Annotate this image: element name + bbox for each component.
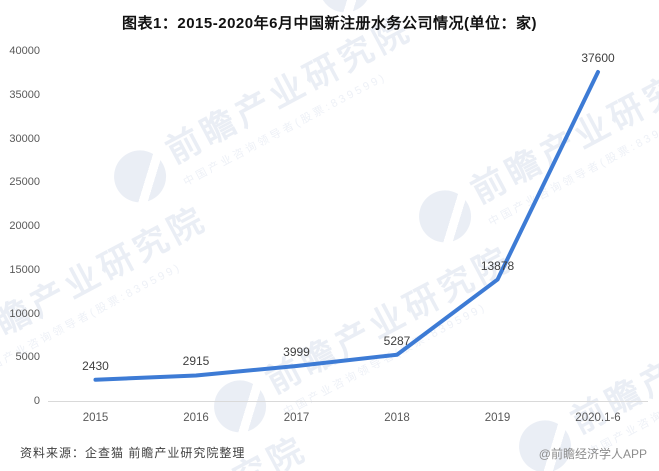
y-axis-tick-label: 5000: [15, 351, 40, 364]
source-note: 资料来源：企查猫 前瞻产业研究院整理: [20, 446, 246, 460]
data-point-label: 2430: [82, 358, 109, 373]
y-axis-tick-label: 30000: [9, 132, 40, 145]
data-line: [93, 70, 600, 382]
x-axis-tick-label: 2015: [82, 412, 109, 424]
x-axis-tick-label: 2019: [484, 412, 511, 424]
data-point-label: 37600: [581, 51, 615, 65]
y-axis-tick-label: 35000: [9, 88, 40, 101]
data-point-label: 3999: [283, 345, 310, 359]
credit-note: @前瞻经济学人APP: [538, 447, 647, 461]
x-axis-tick-label: 2016: [183, 412, 209, 424]
data-point-label: 5287: [383, 333, 411, 348]
x-axis-tick-label: 2017: [283, 412, 310, 424]
y-axis-tick-label: 25000: [9, 176, 40, 189]
x-axis-line: [48, 401, 648, 402]
y-axis-tick-label: 0: [33, 395, 40, 407]
y-axis-tick-label: 20000: [9, 220, 40, 232]
data-point-label: 13878: [480, 258, 515, 273]
x-axis-tick-label: 2018: [384, 412, 410, 424]
data-point-label: 2915: [182, 354, 210, 369]
y-axis-tick-label: 40000: [9, 45, 40, 57]
chart-title: 图表1：2015-2020年6月中国新注册水务公司情况(单位：家): [122, 15, 537, 32]
y-axis-tick-label: 15000: [9, 263, 40, 276]
y-axis-tick-label: 10000: [9, 307, 40, 320]
x-axis-tick-label: 2020.1-6: [575, 412, 621, 424]
